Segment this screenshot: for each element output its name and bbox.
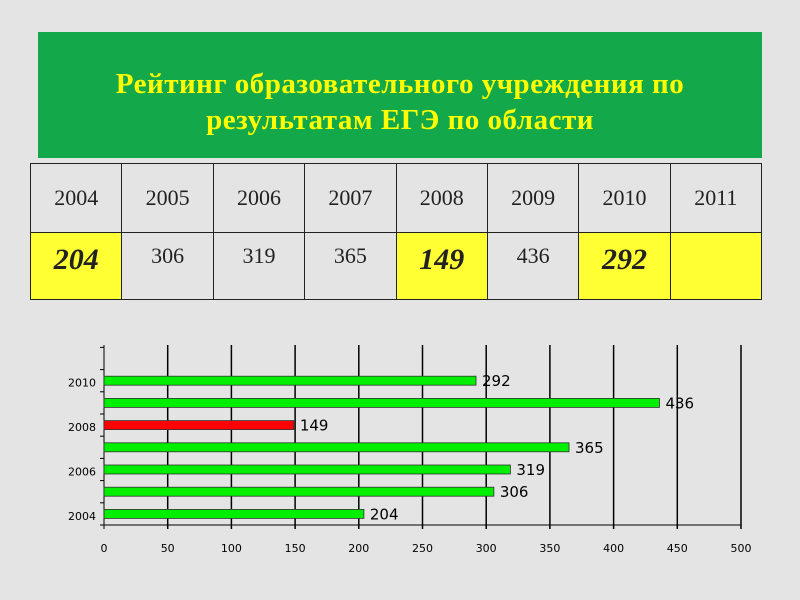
value-cell [669, 232, 763, 300]
data-label: 204 [370, 505, 399, 523]
bar [103, 486, 495, 497]
y-tick-label: 2010 [68, 377, 96, 390]
bar [103, 397, 660, 408]
value-cell: 149 [395, 232, 488, 300]
bar [103, 375, 477, 386]
data-label: 319 [516, 461, 545, 479]
x-tick-label: 200 [348, 542, 369, 555]
bar [103, 442, 570, 453]
value-cell: 436 [486, 232, 580, 300]
value-cell: 292 [578, 232, 671, 300]
x-tick-label: 350 [539, 542, 560, 555]
data-label: 436 [665, 394, 694, 412]
x-tick-label: 400 [603, 542, 624, 555]
x-tick-label: 450 [667, 542, 688, 555]
x-tick-label: 0 [101, 542, 108, 555]
year-cell: 2004 [29, 163, 123, 233]
data-label: 149 [300, 417, 329, 435]
x-tick-label: 300 [476, 542, 497, 555]
x-tick-label: 500 [731, 542, 752, 555]
year-cell: 2009 [486, 163, 580, 233]
bar [103, 464, 511, 475]
title-line: результатам ЕГЭ по области [206, 104, 594, 136]
y-tick-label: 2006 [68, 466, 96, 479]
data-label: 365 [575, 439, 604, 457]
value-cell: 306 [121, 232, 214, 300]
value-cell: 204 [29, 232, 123, 300]
x-tick-label: 250 [412, 542, 433, 555]
y-tick-label: 2008 [68, 421, 96, 434]
x-tick-label: 100 [221, 542, 242, 555]
title-line: Рейтинг образовательного учреждения по [115, 68, 685, 100]
year-cell: 2010 [578, 163, 671, 233]
y-tick-label: 2004 [68, 510, 96, 523]
bar [103, 508, 365, 519]
value-cell: 365 [304, 232, 397, 300]
data-label: 306 [500, 483, 529, 501]
year-cell: 2007 [304, 163, 397, 233]
x-tick-label: 50 [161, 542, 175, 555]
header-row: 2004 2005 2006 2007 2008 2009 2010 2011 [29, 163, 763, 233]
value-cell: 319 [212, 232, 306, 300]
title-banner: Рейтинг образовательного учреждения по р… [38, 32, 762, 158]
results-table: 2004 2005 2006 2007 2008 2009 2010 2011 … [29, 163, 763, 300]
year-cell: 2005 [121, 163, 214, 233]
value-row: 204 306 319 365 149 436 292 [29, 232, 763, 300]
bar [103, 420, 295, 431]
x-tick-label: 150 [285, 542, 306, 555]
data-label: 292 [482, 372, 511, 390]
